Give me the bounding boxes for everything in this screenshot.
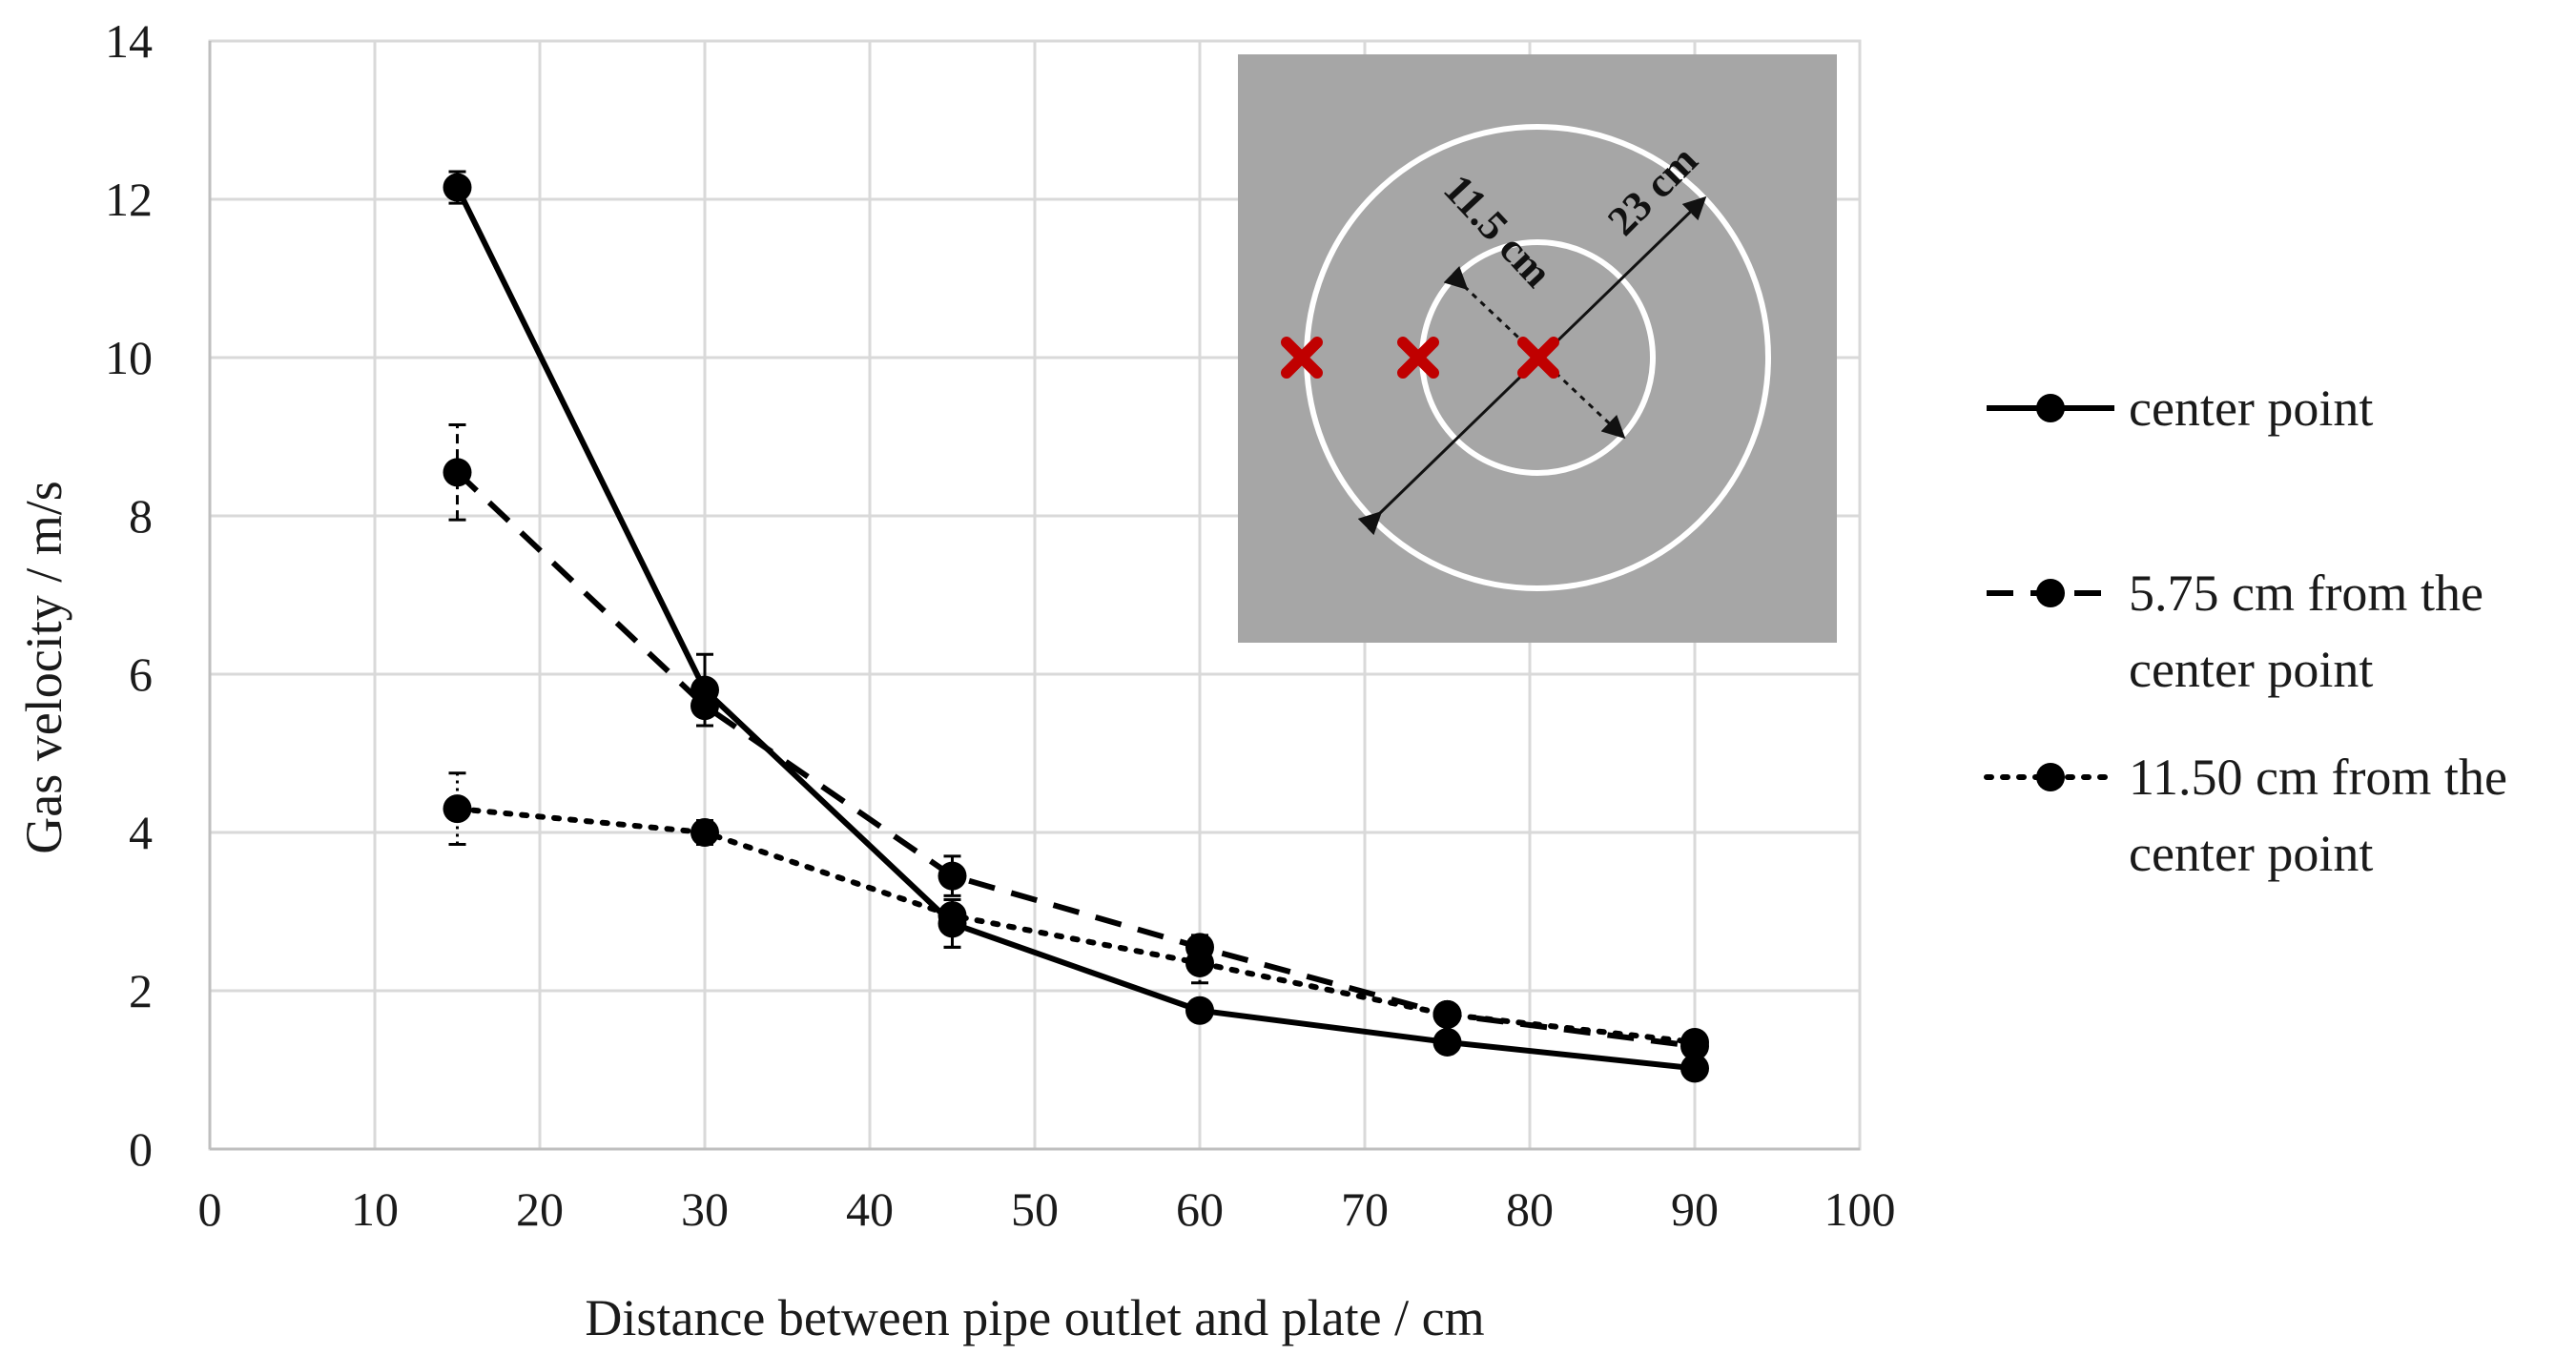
x-tick-label: 50	[1011, 1182, 1059, 1236]
measurement-point-marker	[1517, 337, 1559, 379]
series-line	[454, 186, 1696, 1072]
legend-entry-2: 5.75 cm from the center point	[1987, 565, 2483, 698]
data-point	[690, 691, 719, 721]
legend-marker	[2036, 579, 2065, 607]
legend-label: center point	[2129, 825, 2373, 882]
axis-titles: Distance between pipe outlet and plate /…	[15, 481, 1485, 1346]
data-point	[1680, 1054, 1709, 1083]
data-point	[1680, 1027, 1709, 1057]
x-tick-label: 0	[198, 1182, 222, 1236]
x-tick-label: 30	[681, 1182, 729, 1236]
plot-axes: 0 10 20 30 40 50 60 70 80 90 100 0 2 4 6 8 10 12 14	[105, 14, 1896, 1236]
legend-entry-3: 11.50 cm from the center point	[1984, 749, 2507, 882]
legend: center point 5.75 cm from the center point…	[1984, 380, 2507, 882]
y-tick-label: 12	[105, 173, 153, 226]
data-point	[938, 901, 967, 931]
data-point	[443, 458, 472, 487]
series-3	[443, 771, 1709, 1057]
y-tick-label: 8	[129, 489, 153, 543]
y-tick-label: 14	[105, 14, 153, 68]
data-point	[1185, 948, 1214, 977]
legend-label: 11.50 cm from the	[2129, 749, 2507, 806]
y-tick-label: 10	[105, 331, 153, 384]
x-axis-title: Distance between pipe outlet and plate /…	[585, 1289, 1484, 1346]
legend-label: center point	[2129, 380, 2373, 437]
legend-marker	[2036, 763, 2065, 791]
legend-label: 5.75 cm from the	[2129, 565, 2483, 622]
y-tick-label: 0	[129, 1122, 153, 1176]
x-tick-label: 20	[516, 1182, 564, 1236]
data-point	[1185, 996, 1214, 1025]
measurement-point-marker	[1397, 337, 1439, 379]
y-tick-label: 4	[129, 806, 153, 859]
x-tick-label: 90	[1671, 1182, 1719, 1236]
data-point	[1432, 1027, 1462, 1057]
marker-stroke	[1281, 337, 1323, 379]
y-tick-label: 2	[129, 964, 153, 1017]
legend-label: center point	[2129, 641, 2373, 698]
y-axis-title: Gas velocity / m/s	[15, 481, 72, 853]
series-layer	[443, 170, 1709, 1083]
data-point	[690, 818, 719, 847]
measurement-point-marker	[1281, 337, 1323, 379]
x-tick-label: 80	[1506, 1182, 1554, 1236]
x-tick-label: 40	[846, 1182, 894, 1236]
marker-stroke	[1397, 337, 1439, 379]
x-tick-label: 10	[351, 1182, 399, 1236]
data-point	[443, 794, 472, 824]
legend-entry-1: center point	[1987, 380, 2373, 437]
measurement-points-inset: 11.5 cm 23 cm	[1238, 54, 1837, 643]
inset-background	[1238, 54, 1837, 643]
y-tick-label: 6	[129, 647, 153, 701]
data-point	[443, 173, 472, 202]
x-tick-label: 60	[1176, 1182, 1224, 1236]
x-tick-label: 100	[1824, 1182, 1896, 1236]
data-point	[1432, 999, 1462, 1029]
series-line	[454, 806, 1698, 1045]
legend-marker	[2036, 394, 2065, 422]
marker-stroke	[1517, 337, 1559, 379]
x-tick-label: 70	[1341, 1182, 1389, 1236]
